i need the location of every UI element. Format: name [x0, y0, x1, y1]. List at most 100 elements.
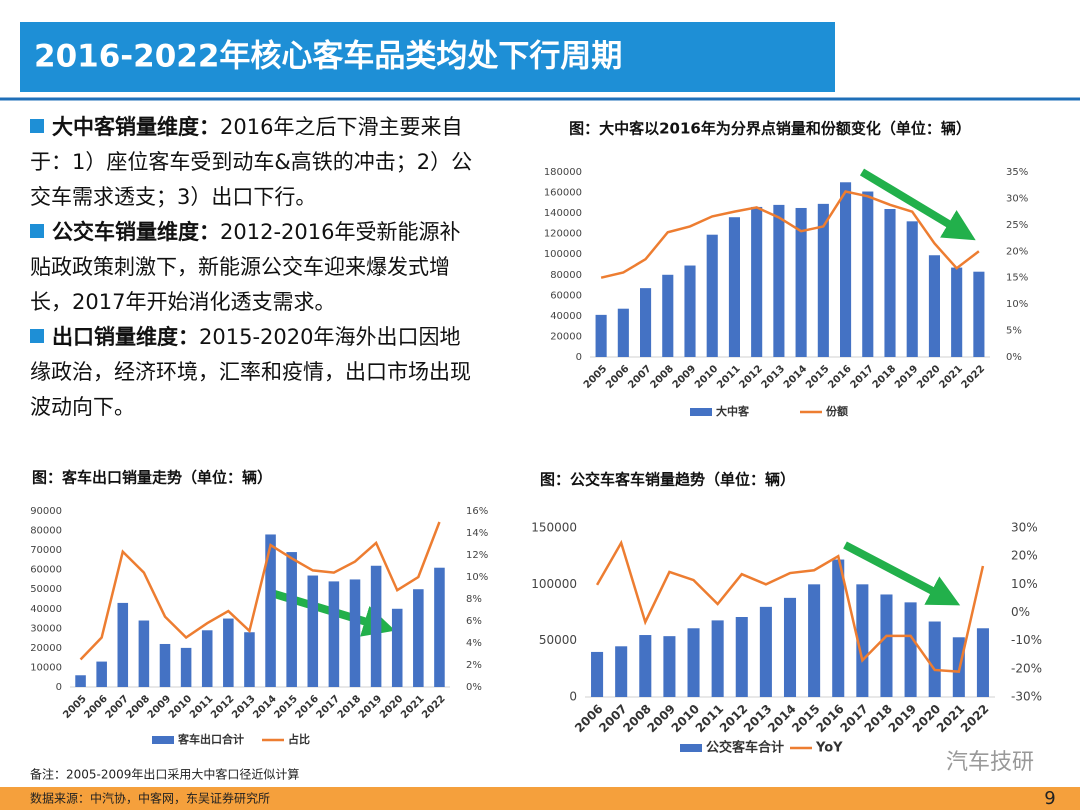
y2-tick-label: 30%	[1011, 521, 1038, 535]
y2-tick-label: 12%	[466, 550, 488, 561]
y2-tick-label: 0%	[1006, 352, 1022, 363]
y-tick-label: 160000	[544, 188, 582, 199]
chart-title: 图：公交车客车销量趋势（单位：辆）	[540, 471, 795, 489]
bar	[976, 628, 989, 697]
y2-tick-label: 4%	[466, 638, 482, 649]
bar	[773, 204, 785, 357]
y2-tick-label: 30%	[1006, 193, 1028, 204]
x-tick-label: 2010	[167, 693, 194, 720]
y2-tick-label: -30%	[1011, 690, 1042, 704]
x-tick-label: 2021	[937, 363, 964, 390]
y-tick-label: 100000	[531, 577, 577, 591]
bar	[159, 643, 171, 687]
bar	[201, 630, 213, 687]
bullet-body: 2015-2020年海外出口因地缘政治，经济环境，汇率和疫情，出口市场出现波动向…	[30, 325, 471, 419]
header-bar	[20, 22, 835, 92]
bar	[370, 565, 382, 687]
y-tick-label: 180000	[544, 167, 582, 178]
bar	[928, 255, 940, 357]
bar	[759, 606, 772, 697]
x-tick-label: 2016	[826, 363, 853, 390]
bar	[138, 620, 150, 687]
y-tick-label: 140000	[544, 208, 582, 219]
bullet-body: 2016年之后下滑主要来自于：1）座位客车受到动车&高铁的冲击；2）公交车需求透…	[30, 115, 473, 209]
y-tick-label: 20000	[550, 331, 582, 342]
y-tick-label: 0	[576, 352, 582, 363]
line	[79, 521, 441, 661]
legend-label: 份额	[826, 404, 848, 418]
x-tick-label: 2005	[582, 363, 609, 390]
bar	[880, 594, 893, 697]
bar	[328, 581, 340, 687]
legend-swatch	[680, 744, 702, 752]
bar	[244, 632, 255, 687]
y-tick-label: 50000	[30, 584, 62, 595]
bar	[735, 617, 748, 697]
x-tick-label: 2009	[146, 693, 173, 720]
bar	[795, 207, 807, 357]
x-tick-label: 2010	[693, 363, 720, 390]
bar	[817, 203, 829, 357]
bar	[662, 274, 674, 357]
x-tick-label: 2008	[125, 693, 152, 720]
x-tick-label: 2009	[671, 363, 698, 390]
y-tick-label: 40000	[550, 311, 582, 322]
y2-tick-label: -20%	[1011, 661, 1042, 675]
bar	[117, 602, 129, 687]
legend-label: 大中客	[716, 404, 750, 418]
bullet-body: 2012-2016年受新能源补贴政政策刺激下，新能源公交车迎来爆发式增长，201…	[30, 220, 461, 314]
y-tick-label: 100000	[544, 249, 582, 260]
x-tick-label: 2019	[357, 693, 384, 720]
legend-label: YoY	[815, 741, 843, 756]
chart-title: 图：客车出口销量走势（单位：辆）	[32, 469, 272, 487]
bar	[663, 636, 676, 697]
y2-tick-label: 8%	[466, 594, 482, 605]
line	[595, 539, 985, 673]
y-tick-label: 80000	[30, 526, 62, 537]
x-tick-label: 2018	[871, 363, 898, 390]
bar	[307, 575, 319, 687]
bar	[906, 221, 918, 357]
y-tick-label: 10000	[30, 662, 62, 673]
y-tick-label: 60000	[30, 565, 62, 576]
bar	[639, 635, 652, 697]
y2-tick-label: 10%	[1011, 577, 1038, 591]
y2-tick-label: 10%	[1006, 299, 1028, 310]
bar	[96, 661, 107, 687]
trend-arrow	[859, 168, 976, 241]
y2-tick-label: 16%	[466, 506, 488, 517]
bar	[615, 646, 628, 697]
bar	[951, 267, 963, 357]
y-tick-label: 90000	[30, 506, 62, 517]
bullet-marker	[30, 224, 44, 238]
bar	[591, 651, 604, 697]
bar	[711, 620, 724, 697]
bar	[391, 608, 403, 687]
y2-tick-label: 14%	[466, 528, 488, 539]
x-tick-label: 2018	[336, 693, 363, 720]
bar	[640, 288, 652, 357]
bar	[840, 182, 852, 357]
x-tick-label: 2013	[760, 363, 787, 390]
page-number: 9	[1044, 788, 1055, 809]
bullet-list: 大中客销量维度：2016年之后下滑主要来自于：1）座位客车受到动车&高铁的冲击；…	[30, 110, 475, 425]
y-tick-label: 70000	[30, 545, 62, 556]
y2-tick-label: 6%	[466, 616, 482, 627]
bar	[223, 618, 234, 687]
y-tick-label: 150000	[531, 521, 577, 535]
bar	[684, 265, 696, 357]
x-tick-label: 2020	[378, 693, 405, 720]
y-tick-label: 30000	[30, 623, 62, 634]
y2-tick-label: 5%	[1006, 326, 1022, 337]
x-tick-label: 2017	[849, 363, 876, 390]
y2-tick-label: 35%	[1006, 167, 1028, 178]
bar	[728, 217, 740, 357]
legend-label: 公交客车合计	[706, 740, 784, 756]
legend-label: 占比	[288, 732, 310, 746]
y2-tick-label: 20%	[1006, 246, 1028, 257]
bar	[904, 602, 917, 697]
trend-arrow	[266, 588, 396, 637]
bar	[808, 584, 821, 697]
note: 备注：2005-2009年出口采用大中客口径近似计算	[30, 767, 299, 782]
